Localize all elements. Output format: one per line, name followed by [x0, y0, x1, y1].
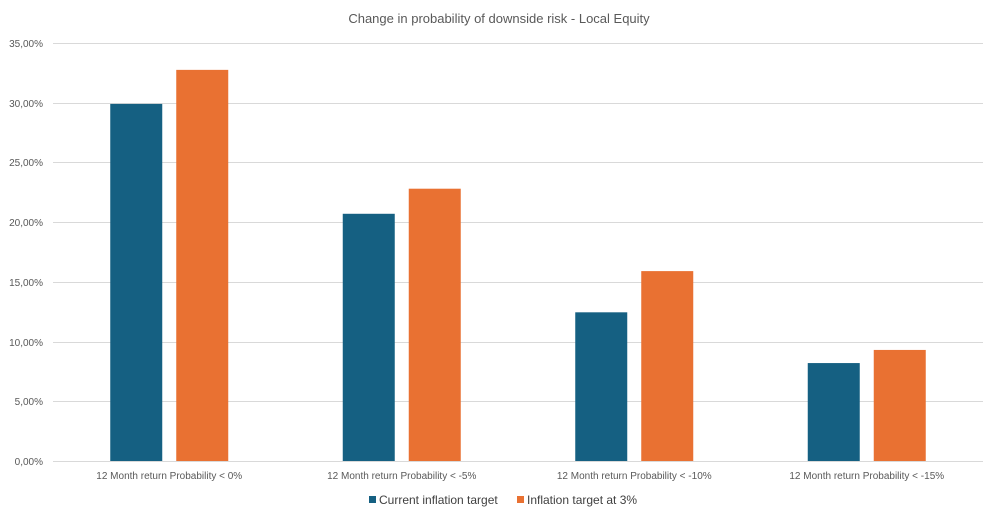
legend-swatch	[369, 496, 376, 503]
legend-swatch	[517, 496, 524, 503]
legend-label: Inflation target at 3%	[527, 493, 637, 507]
legend-label: Current inflation target	[379, 493, 498, 507]
y-tick-label: 15,00%	[9, 278, 43, 289]
x-category-label: 12 Month return Probability < -10%	[557, 471, 712, 482]
x-axis-labels: 12 Month return Probability < 0% 12 Month…	[96, 471, 944, 482]
bar-current	[575, 312, 628, 461]
legend: Current inflation target Inflation target…	[369, 493, 637, 507]
x-category-label: 12 Month return Probability < -15%	[789, 471, 944, 482]
y-tick-label: 30,00%	[9, 99, 43, 110]
y-tick-label: 25,00%	[9, 158, 43, 169]
legend-item: Current inflation target	[369, 493, 498, 507]
bar-inflation-3pct	[873, 349, 926, 461]
y-tick-label: 5,00%	[15, 397, 43, 408]
bar-current	[342, 213, 395, 461]
y-tick-label: 20,00%	[9, 218, 43, 229]
bar-current	[110, 103, 163, 461]
chart-title: Change in probability of downside risk -…	[348, 11, 650, 26]
bars	[110, 69, 926, 461]
y-tick-label: 35,00%	[9, 39, 43, 50]
bar-inflation-3pct	[408, 188, 461, 461]
x-category-label: 12 Month return Probability < -5%	[327, 471, 476, 482]
y-tick-label: 10,00%	[9, 338, 43, 349]
x-category-label: 12 Month return Probability < 0%	[96, 471, 242, 482]
bar-current	[807, 363, 860, 461]
legend-item: Inflation target at 3%	[517, 493, 637, 507]
y-axis-ticks: 0,00% 5,00% 10,00% 15,00% 20,00% 25,00% 30,00%…	[9, 39, 43, 468]
bar-inflation-3pct	[641, 271, 694, 461]
y-tick-label: 0,00%	[15, 457, 43, 468]
bar-inflation-3pct	[176, 69, 229, 461]
